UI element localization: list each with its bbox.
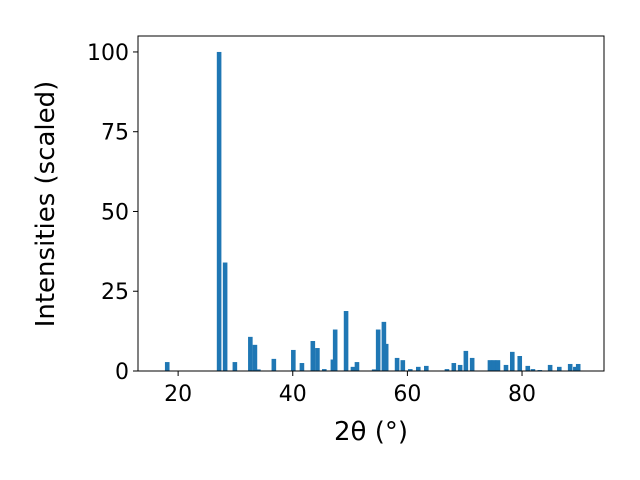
y-tick-label: 0 [115,360,129,385]
x-tick-label: 80 [508,382,536,407]
bar [556,366,562,371]
y-tick-label: 100 [87,41,129,66]
bar [343,311,349,371]
bar [216,51,222,371]
bar [315,348,320,371]
bar [291,349,296,371]
bar [310,341,316,371]
bar [517,356,523,371]
bar [575,363,581,371]
bar [525,365,531,371]
bar [469,357,475,371]
y-tick-label: 75 [101,121,129,146]
bar [256,369,261,371]
bar [350,366,356,371]
bar [248,336,253,371]
bar [371,369,377,371]
bar [330,359,336,371]
bar [252,344,258,371]
bar [509,351,515,371]
bar [321,369,327,371]
bar [332,329,338,371]
bar [383,343,389,371]
bar [491,360,497,371]
bar [271,358,277,371]
y-tick-label: 50 [101,200,129,225]
bar [567,363,573,371]
plot-frame [137,35,605,372]
bar [503,364,509,371]
bar [407,369,413,371]
bar [451,363,457,371]
bar [375,329,381,371]
bar [530,369,536,371]
x-axis-label: 2θ (°) [334,417,408,447]
x-tick-label: 20 [164,382,192,407]
bar [487,360,493,371]
bar [444,369,450,371]
y-axis-label: Intensities (scaled) [31,81,61,328]
bar [495,360,501,371]
bar [232,362,238,371]
bar [164,362,170,371]
x-tick-label: 60 [393,382,421,407]
bar [299,363,305,371]
bar [415,366,421,371]
bar [547,364,553,371]
bar [222,262,228,371]
bar [400,360,406,371]
bar [457,364,463,371]
bar [463,350,469,371]
bar [424,365,429,371]
y-tick-label: 25 [101,280,129,305]
bar [394,357,400,371]
bar [573,366,578,371]
bar [354,362,360,371]
x-tick-label: 40 [279,382,307,407]
